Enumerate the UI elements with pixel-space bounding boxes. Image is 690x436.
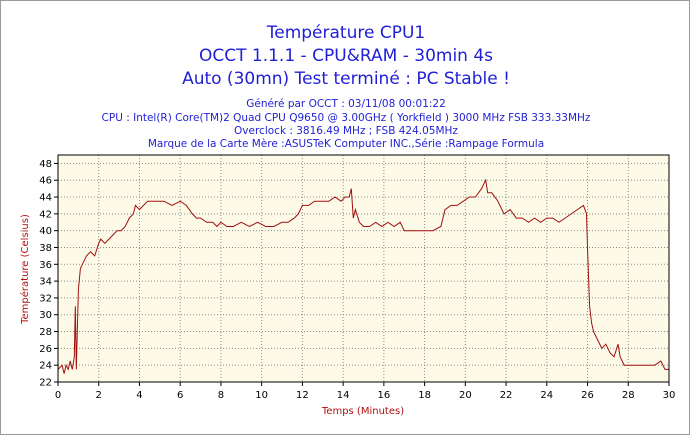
x-tick-label: 18 <box>418 390 431 401</box>
system-info-block: Généré par OCCT : 03/11/08 00:01:22 CPU … <box>102 98 591 150</box>
y-tick-label: 44 <box>39 193 52 204</box>
x-axis-label: Temps (Minutes) <box>321 406 404 417</box>
plot-border <box>57 154 670 383</box>
info-line: CPU : Intel(R) Core(TM)2 Quad CPU Q9650 … <box>102 112 591 124</box>
x-tick-label: 0 <box>55 390 61 401</box>
title-line: Température CPU1 <box>266 23 425 43</box>
x-tick-label: 16 <box>377 390 390 401</box>
y-axis-label: Température (Celsius) <box>19 214 31 325</box>
info-line: Marque de la Carte Mère :ASUSTeK Compute… <box>148 138 544 150</box>
y-tick-label: 22 <box>39 378 52 389</box>
y-tick-label: 48 <box>39 159 52 170</box>
x-tick-label: 30 <box>663 390 676 401</box>
x-tick-label: 24 <box>540 390 553 401</box>
x-tick-label: 14 <box>337 390 350 401</box>
x-axis-ticks: 0 2 4 6 8 10 12 14 16 18 20 22 24 26 28 30 <box>55 382 676 401</box>
title-line: OCCT 1.1.1 - CPU&RAM - 30min 4s <box>199 46 493 66</box>
y-tick-label: 46 <box>39 176 52 187</box>
x-tick-label: 10 <box>255 390 268 401</box>
x-tick-label: 12 <box>296 390 309 401</box>
y-tick-label: 42 <box>39 209 52 220</box>
x-tick-label: 26 <box>581 390 594 401</box>
y-tick-label: 36 <box>39 260 52 271</box>
x-tick-label: 22 <box>500 390 513 401</box>
y-tick-label: 34 <box>39 277 52 288</box>
y-tick-label: 28 <box>39 327 52 338</box>
x-tick-label: 28 <box>622 390 635 401</box>
x-tick-label: 2 <box>96 390 102 401</box>
info-line: Généré par OCCT : 03/11/08 00:01:22 <box>246 98 446 110</box>
y-tick-label: 26 <box>39 344 52 355</box>
y-tick-label: 32 <box>39 293 52 304</box>
y-tick-label: 40 <box>39 226 52 237</box>
y-tick-label: 38 <box>39 243 52 254</box>
y-axis-ticks: 22 24 26 28 30 32 34 36 38 40 42 44 46 48 <box>39 159 58 389</box>
plot-area <box>58 155 669 382</box>
x-tick-label: 4 <box>136 390 142 401</box>
x-tick-label: 20 <box>459 390 472 401</box>
title-block: Température CPU1 OCCT 1.1.1 - CPU&RAM - … <box>182 23 510 89</box>
title-line: Auto (30mn) Test terminé : PC Stable ! <box>182 69 510 89</box>
cpu-temperature-series-line <box>57 178 669 374</box>
info-line: Overclock : 3816.49 MHz ; FSB 424.05MHz <box>234 125 458 137</box>
x-tick-label: 6 <box>177 390 183 401</box>
y-tick-label: 24 <box>39 361 52 372</box>
y-tick-label: 30 <box>39 310 52 321</box>
x-tick-label: 8 <box>218 390 224 401</box>
